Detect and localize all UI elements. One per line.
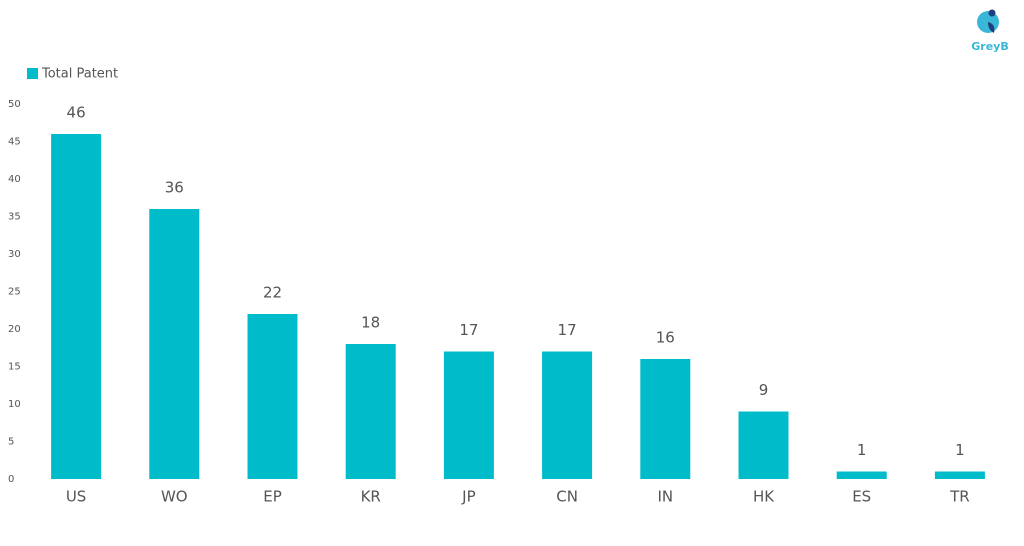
x-tick-label: KR xyxy=(361,488,381,506)
bar xyxy=(640,359,691,479)
bar xyxy=(542,351,593,479)
y-tick-label: 20 xyxy=(8,324,21,335)
logo-icon-shape xyxy=(988,22,995,33)
y-tick-label: 40 xyxy=(8,174,21,185)
legend-swatch xyxy=(27,68,38,79)
y-tick-label: 45 xyxy=(8,137,21,148)
x-tick-label: ES xyxy=(852,488,871,506)
y-tick-label: 5 xyxy=(8,437,14,448)
logo-icon-dot xyxy=(988,9,996,17)
x-tick-label: EP xyxy=(263,488,282,506)
bar xyxy=(934,471,985,479)
x-tick-label: TR xyxy=(949,488,970,506)
legend-label: Total Patent xyxy=(41,67,118,82)
bar xyxy=(345,344,396,479)
y-tick-label: 50 xyxy=(8,99,21,110)
data-label: 1 xyxy=(857,441,867,459)
y-tick-label: 30 xyxy=(8,249,21,260)
y-tick-label: 25 xyxy=(8,287,21,298)
data-label: 36 xyxy=(165,179,184,197)
data-label: 17 xyxy=(558,321,577,339)
logo-text: GreyB xyxy=(971,40,1008,53)
bar xyxy=(443,351,494,479)
data-label: 9 xyxy=(759,381,769,399)
bar xyxy=(51,134,102,479)
data-label: 16 xyxy=(656,329,675,347)
x-tick-label: WO xyxy=(161,488,188,506)
bar xyxy=(149,209,200,479)
y-tick-label: 0 xyxy=(8,474,14,485)
y-tick-label: 35 xyxy=(8,212,21,223)
data-label: 17 xyxy=(459,321,478,339)
y-tick-label: 10 xyxy=(8,399,21,410)
x-tick-label: HK xyxy=(753,488,775,506)
x-tick-label: JP xyxy=(461,488,475,506)
data-label: 46 xyxy=(67,104,86,122)
bar xyxy=(247,314,298,479)
bar xyxy=(738,411,789,479)
x-tick-label: IN xyxy=(657,488,673,506)
x-tick-label: US xyxy=(66,488,87,506)
x-tick-label: CN xyxy=(556,488,578,506)
bar xyxy=(836,471,887,479)
data-label: 22 xyxy=(263,284,282,302)
logo: GreyB xyxy=(971,9,1009,53)
y-tick-label: 15 xyxy=(8,362,21,373)
data-label: 18 xyxy=(361,314,380,332)
data-label: 1 xyxy=(955,441,965,459)
